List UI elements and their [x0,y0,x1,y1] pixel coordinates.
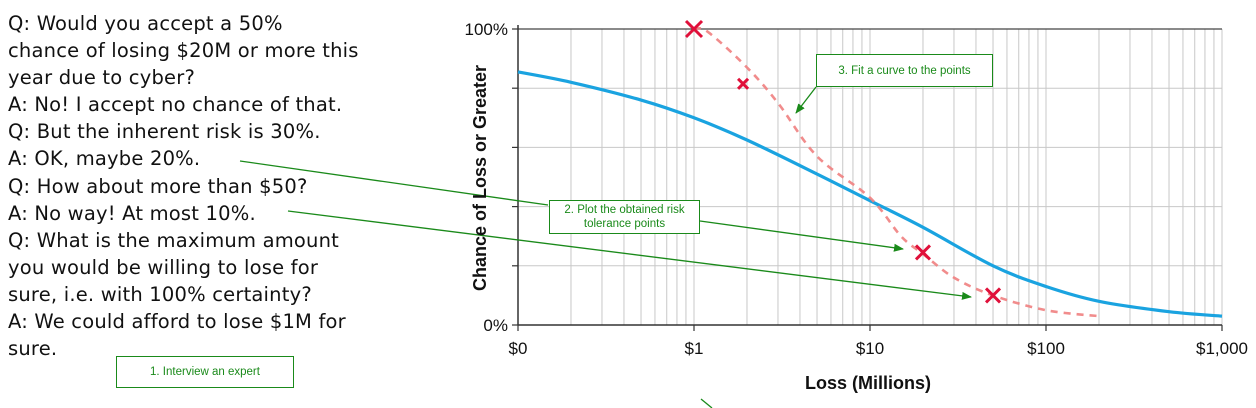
inherent-risk-curve [517,70,1223,318]
arrow-to-20pct-point [699,220,904,252]
dialogue-line: sure, i.e. with 100% certainty? [8,282,312,306]
y-tick-label: 100% [465,20,508,39]
arrow-to-fitted-curve [795,86,817,114]
risk-tolerance-curve [693,26,1100,318]
x-tick-label: $0 [509,339,528,358]
x-tick-label: $1,000 [1196,339,1248,358]
dialogue-line: chance of losing $20M or more this [8,39,359,63]
step-1-box: 1. Interview an expert [116,356,294,388]
dialogue-line: year due to cyber? [8,66,196,90]
tolerance-point-marker [736,77,750,90]
y-axis-title: Chance of Loss or Greater [470,65,490,291]
arrow-stub [700,398,713,408]
step-2-box: 2. Plot the obtained risk tolerance poin… [549,200,700,234]
x-tick-label: $100 [1027,339,1065,358]
interview-dialogue: Q: Would you accept a 50% chance of losin… [8,10,428,362]
dialogue-line: A: No way! At most 10%. [8,201,256,225]
dialogue-line: Q: What is the maximum amount [8,228,340,252]
x-tick-label: $10 [856,339,884,358]
chart-ticks: $0 $1 $10 $100 $1,000 100% 0% [465,20,1248,358]
dialogue-line: A: No! I accept no chance of that. [8,93,343,117]
dialogue-line: you would be willing to lose for [8,255,319,279]
x-tick-label: $1 [685,339,704,358]
annotation-arrows [239,86,972,408]
dialogue-line: Q: But the inherent risk is 30%. [8,120,321,144]
dialogue-line: Q: How about more than $50? [8,174,308,198]
dialogue-line: A: We could afford to lose $1M for [8,310,346,334]
dialogue-line: Q: Would you accept a 50% [8,12,283,35]
dialogue-line: A: OK, maybe 20%. [8,147,201,171]
arrow-line [239,160,549,206]
arrow-to-10pct-point [287,210,972,300]
tolerance-point-marker [684,19,704,39]
chart-series [517,19,1223,318]
tolerance-point-marker [984,287,1002,304]
dialogue-line: sure. [8,337,58,361]
step-3-box: 3. Fit a curve to the points [816,54,993,87]
x-axis-title: Loss (Millions) [805,373,931,393]
y-tick-label: 0% [483,316,508,335]
tolerance-point-marker [914,244,932,261]
